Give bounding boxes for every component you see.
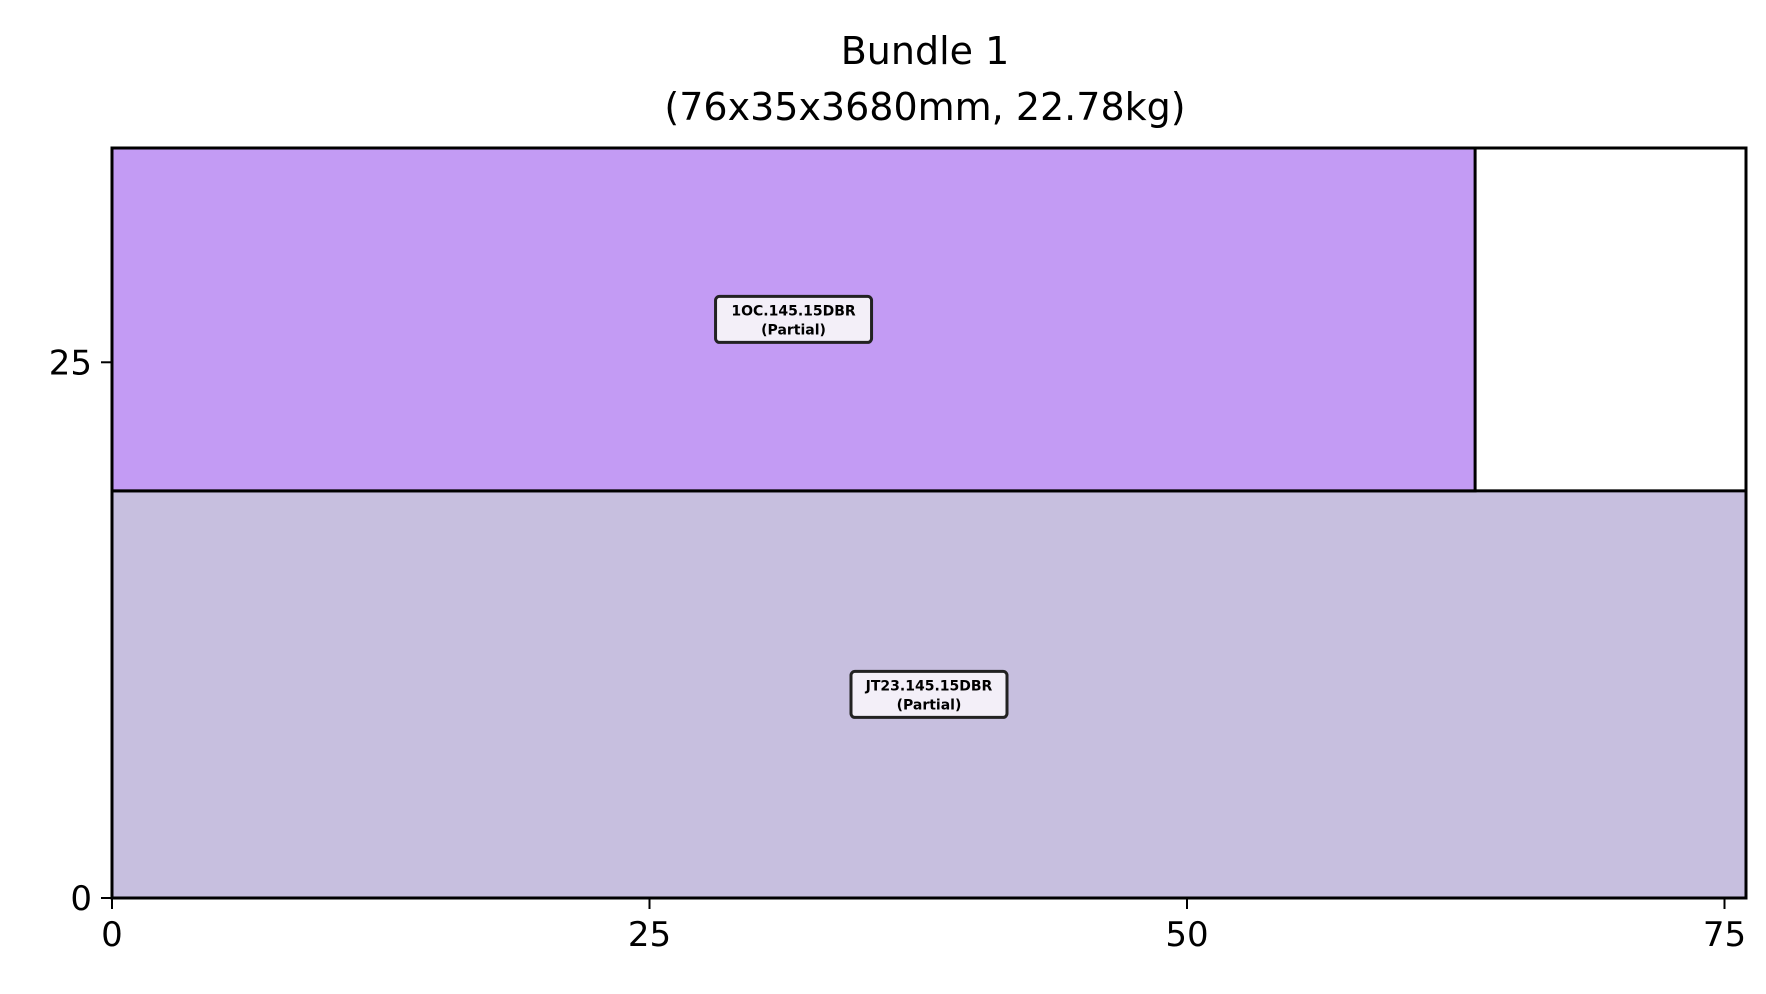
piece-label-box <box>714 294 874 344</box>
x-tick-label: 75 <box>1703 915 1746 955</box>
piece-status-label: (Partial) <box>897 697 962 713</box>
x-tick-label: 0 <box>101 915 123 955</box>
y-tick-label: 25 <box>49 343 92 383</box>
chart-title: Bundle 1 <box>841 29 1010 73</box>
y-tick-label: 0 <box>70 879 92 919</box>
pieces-layer: JT23.145.15DBR (Partial) 1OC.145.15DBR (Par… <box>110 146 1748 900</box>
piece-label-box <box>849 669 1009 719</box>
x-tick-label: 50 <box>1165 915 1208 955</box>
x-tick-label: 25 <box>628 915 671 955</box>
plot-frame <box>110 146 1748 900</box>
chart-subtitle: (76x35x3680mm, 22.78kg) <box>664 85 1185 129</box>
piece-name-label: JT23.145.15DBR <box>865 678 993 694</box>
piece-name-label: 1OC.145.15DBR <box>731 303 856 319</box>
piece-status-label: (Partial) <box>761 322 826 338</box>
axes-layer: 0 25 50 75 0 25 <box>49 146 1748 955</box>
